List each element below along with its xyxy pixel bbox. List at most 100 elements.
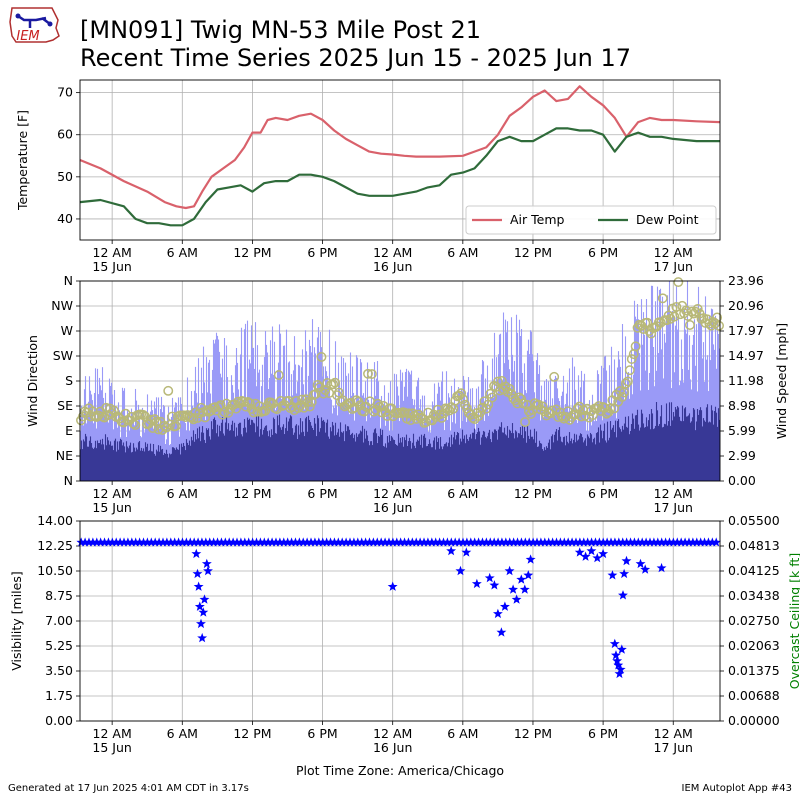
visibility-point: [450, 537, 460, 547]
visibility-point: [555, 537, 566, 547]
wind-direction-point: [304, 401, 315, 412]
visibility-point: [290, 537, 301, 547]
visibility-point: [516, 537, 527, 547]
wind-direction-point: [244, 398, 255, 409]
visibility-point: [640, 564, 651, 574]
visibility-point: [520, 537, 531, 547]
wind-direction-point: [330, 377, 340, 388]
x-tick-label: 6 PM: [307, 245, 337, 260]
wind-direction-point: [333, 387, 344, 398]
visibility-point: [519, 584, 530, 594]
visibility-point: [131, 537, 141, 547]
visibility-point: [169, 537, 180, 547]
visibility-point: [485, 537, 495, 547]
y2-tick-label: 17.97: [728, 323, 764, 338]
visibility-point: [380, 537, 390, 547]
x-tick-date-label: 17 Jun: [654, 740, 693, 755]
y2-tick-label: 0.04125: [728, 563, 780, 578]
wind-direction-point: [363, 368, 373, 379]
visibility-point: [236, 537, 246, 547]
visibility-point: [138, 537, 149, 547]
wind-direction-point: [671, 301, 682, 312]
visibility-point: [656, 562, 667, 573]
wind-direction-point: [593, 401, 604, 412]
wind-direction-point: [159, 420, 170, 431]
visibility-point: [688, 537, 698, 547]
visibility-point: [388, 537, 398, 547]
visibility-point: [664, 537, 675, 547]
visibility-point: [154, 537, 164, 547]
wind-direction-point: [130, 420, 141, 431]
y2-tick-label: 11.98: [728, 373, 764, 388]
visibility-point: [461, 547, 472, 557]
visibility-point: [471, 578, 482, 589]
visibility-point: [142, 537, 153, 547]
visibility-point: [310, 537, 320, 547]
visibility-point: [633, 537, 644, 547]
axes-frame: [79, 79, 721, 241]
visibility-point: [302, 537, 312, 547]
visibility-point: [668, 537, 679, 547]
axes-frame: [79, 520, 721, 722]
visibility-point: [680, 537, 690, 547]
visibility-point: [103, 537, 114, 547]
visibility-point: [341, 537, 351, 547]
visibility-point: [387, 581, 398, 591]
y2-tick-label: 5.99: [728, 423, 756, 438]
visibility-point: [88, 537, 98, 547]
visibility-point: [399, 537, 410, 547]
x-tick-label: 6 PM: [588, 726, 618, 741]
visibility-point: [232, 537, 242, 547]
wind-direction-point: [273, 370, 284, 381]
visibility-point: [462, 537, 472, 547]
visibility-point: [279, 537, 289, 547]
visibility-point: [115, 537, 125, 547]
visibility-point: [228, 537, 238, 547]
visibility-point: [198, 607, 209, 617]
generated-note: Generated at 17 Jun 2025 4:01 AM CDT in …: [8, 783, 249, 794]
visibility-point: [551, 537, 562, 547]
visibility-point: [516, 574, 527, 584]
chart-title: [MN091] Twig MN-53 Mile Post 21: [80, 16, 481, 44]
visibility-point: [496, 627, 507, 637]
visibility-point: [446, 545, 457, 556]
visibility-point: [466, 537, 476, 547]
wind-direction-point: [436, 412, 447, 423]
visibility-point: [427, 537, 437, 547]
y-tick-label: SW: [53, 348, 73, 363]
axes-frame: [79, 280, 721, 482]
wind-direction-point: [549, 371, 560, 382]
visibility-point: [92, 537, 102, 547]
y-tick-label: 14.00: [37, 513, 73, 528]
visibility-point: [99, 537, 110, 547]
visibility-point: [699, 537, 710, 547]
logo-text: IEM: [16, 29, 39, 44]
visibility-point: [504, 565, 515, 576]
visibility-point: [611, 650, 621, 660]
visibility-point: [192, 568, 203, 579]
wind-direction-point: [520, 417, 531, 427]
x-tick-label: 6 PM: [307, 486, 337, 501]
visibility-point: [392, 537, 402, 547]
visibility-point: [505, 537, 515, 547]
wind-direction-point: [657, 293, 668, 304]
visibility-point: [649, 537, 659, 547]
visibility-point: [606, 537, 616, 547]
wind-direction-point: [403, 408, 414, 419]
visibility-point: [298, 537, 308, 547]
visibility-point: [205, 537, 215, 547]
visibility-point: [318, 537, 328, 547]
y2-tick-label: 0.02750: [728, 613, 780, 628]
visibility-markers: [76, 537, 721, 679]
y-tick-label: N: [64, 273, 73, 288]
visibility-point: [197, 537, 207, 547]
visibility-point: [695, 537, 706, 547]
y-tick-label: 70: [57, 85, 73, 100]
wind-direction-point: [570, 409, 581, 420]
iem-logo: IEM: [9, 7, 60, 44]
y-tick-label: 3.50: [45, 663, 73, 678]
wind-direction-point: [163, 385, 174, 396]
series-line-dew-point: [79, 127, 720, 227]
visibility-point: [224, 537, 234, 547]
visibility-point: [403, 537, 414, 547]
